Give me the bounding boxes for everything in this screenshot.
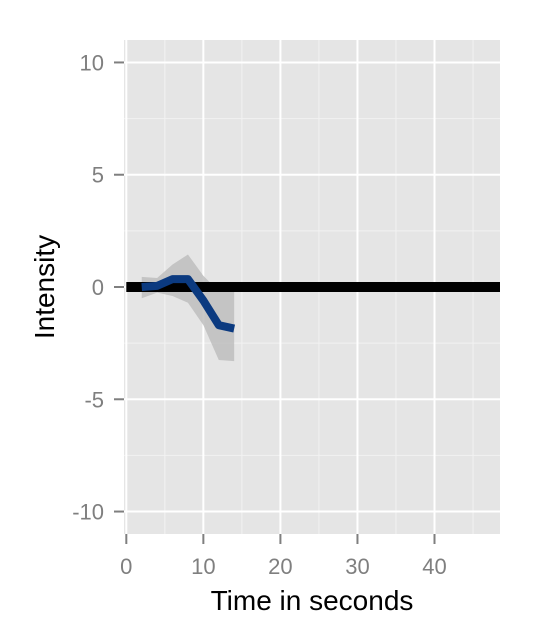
- data-marks: [126, 254, 500, 362]
- x-tick-label: 20: [268, 554, 292, 579]
- x-axis-title: Time in seconds: [211, 585, 414, 616]
- y-tick-label: -5: [84, 387, 104, 412]
- x-tick-label: 0: [120, 554, 132, 579]
- mean-line: [141, 275, 236, 333]
- x-tick-label: 40: [422, 554, 446, 579]
- y-axis-title: Intensity: [29, 235, 60, 339]
- y-tick-label: 0: [92, 275, 104, 300]
- y-tick-label: -10: [72, 500, 104, 525]
- y-tick-label: 5: [92, 163, 104, 188]
- x-tick-label: 30: [345, 554, 369, 579]
- x-tick-label: 10: [191, 554, 215, 579]
- y-tick-label: 10: [80, 50, 104, 75]
- y-axis: 10 5 0 -5 -10: [72, 50, 124, 525]
- x-axis: 0 10 20 30 40: [120, 534, 447, 579]
